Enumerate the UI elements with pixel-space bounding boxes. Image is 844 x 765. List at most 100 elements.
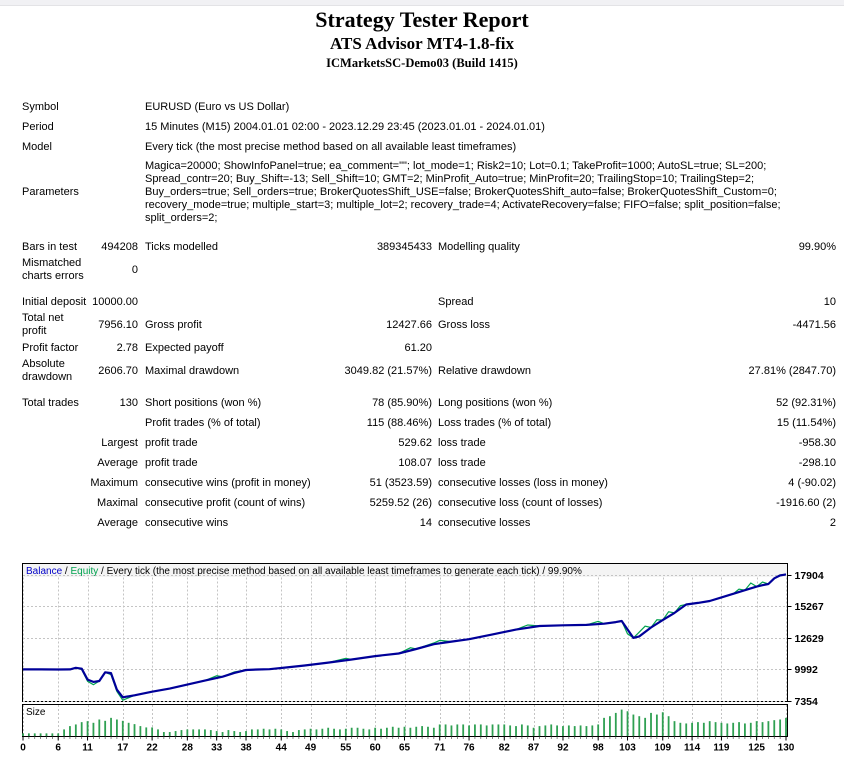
size-bar: [57, 733, 60, 736]
report-cell: Profit factor: [22, 341, 79, 354]
size-bar: [749, 722, 752, 736]
report-cell: EURUSD (Euro vs US Dollar): [145, 100, 290, 113]
size-bar: [556, 725, 558, 736]
size-bar: [198, 729, 200, 736]
size-bar: [444, 724, 447, 736]
size-bar: [714, 722, 717, 736]
report-row: Maximal consecutive profit (count of wins…: [22, 493, 836, 513]
size-bar: [192, 729, 195, 736]
size-bar: [685, 723, 688, 736]
report-cell: profit trade: [145, 436, 198, 449]
x-tick-label: 76: [463, 743, 475, 754]
balance-line: [23, 573, 787, 699]
size-bar: [415, 726, 418, 736]
report-cell: 115 (88.46%): [366, 416, 432, 429]
size-bar: [515, 726, 517, 736]
size-bar: [303, 729, 306, 736]
size-bar: [162, 732, 165, 736]
window-top-strip: [0, 0, 844, 6]
x-tick-label: 0: [20, 743, 26, 754]
size-bar: [697, 722, 699, 736]
report-cell: 529.62: [398, 436, 432, 449]
size-bar: [474, 724, 476, 736]
size-bar: [491, 724, 494, 736]
report-cell: loss trade: [438, 436, 486, 449]
chart-legend-bg: [23, 564, 787, 577]
report-cell: profit trade: [145, 456, 198, 469]
size-bar: [321, 728, 324, 736]
size-bar: [186, 729, 189, 736]
report-cell: Spread: [438, 295, 474, 308]
report-cell: Long positions (won %): [438, 396, 553, 409]
y-tick-label: 15267: [795, 601, 824, 613]
report-cell: consecutive wins (profit in money): [145, 476, 311, 489]
report-cell: 78 (85.90%): [372, 396, 432, 409]
report-cell: 3049.82 (21.57%): [344, 364, 432, 377]
report-row: Parameters Magica=20000; ShowInfoPanel=tr…: [22, 157, 836, 228]
report-cell: 14: [419, 516, 432, 529]
size-bar: [597, 724, 600, 736]
size-bar: [350, 727, 353, 736]
report-cell: 2.78: [116, 341, 138, 354]
report-row: Largest profit trade 529.62 loss trade -958.…: [22, 433, 836, 453]
report-row: Symbol EURUSD (Euro vs US Dollar): [22, 97, 836, 117]
size-bar: [362, 728, 365, 736]
x-tick-label: 130: [778, 743, 795, 754]
size-bar: [292, 732, 294, 736]
size-bar: [468, 725, 470, 736]
report-cell: 5259.52 (26): [369, 496, 432, 509]
report-cell: Maximum: [90, 476, 138, 489]
size-bar: [227, 730, 230, 736]
size-bar: [33, 733, 36, 736]
report-cell: consecutive profit (count of wins): [145, 496, 306, 509]
report-row: Profit factor 2.78 Expected payoff 61.20: [22, 338, 836, 358]
size-bar: [438, 724, 441, 736]
size-bar: [427, 726, 429, 736]
size-bar: [344, 728, 347, 736]
size-panel-label: Size: [26, 707, 46, 718]
size-bar: [573, 726, 576, 736]
report-cell: Gross loss: [438, 318, 490, 331]
report-cell: 99.90%: [798, 240, 836, 253]
x-tick-label: 92: [557, 743, 569, 754]
size-bar: [157, 729, 159, 736]
size-bar: [732, 722, 735, 736]
x-tick-label: 22: [147, 743, 159, 754]
size-bar: [256, 729, 259, 736]
report-cell: loss trade: [438, 456, 486, 469]
size-bar: [755, 721, 758, 736]
size-bar: [116, 719, 118, 736]
report-cell: Ticks modelled: [145, 240, 218, 253]
size-bar: [168, 732, 171, 736]
report-cell: 130: [119, 396, 138, 409]
size-bar: [667, 716, 670, 736]
report-row: Bars in test 494208 Ticks modelled 38934543…: [22, 237, 836, 257]
report-cell: 7956.10: [98, 318, 138, 331]
size-bar: [251, 729, 253, 736]
report-cell: 0: [131, 263, 138, 276]
size-bar: [221, 732, 224, 736]
size-bar: [80, 722, 83, 736]
report-cell: consecutive loss (count of losses): [438, 496, 603, 509]
size-bar: [127, 722, 130, 736]
size-bar: [145, 727, 148, 736]
report-cell: Largest: [101, 436, 138, 449]
report-cell: Average: [97, 516, 138, 529]
size-bar: [209, 730, 212, 736]
report-cell: Short positions (won %): [145, 396, 262, 409]
size-bar: [180, 730, 183, 736]
x-tick-label: 60: [370, 743, 382, 754]
size-bar: [626, 711, 629, 736]
size-bar: [614, 712, 617, 736]
report-cell: 52 (92.31%): [776, 396, 836, 409]
report-row: Total net profit 7956.10 Gross profit 12427…: [22, 312, 836, 338]
size-bar: [104, 720, 107, 736]
report-cell: consecutive wins: [145, 516, 229, 529]
size-bar: [421, 726, 424, 736]
report-cell: Total trades: [22, 396, 79, 409]
size-bar: [620, 709, 623, 736]
report-cell: 10000.00: [92, 295, 138, 308]
report-row: Total trades 130 Short positions (won %) 78…: [22, 393, 836, 413]
size-bar: [562, 726, 564, 736]
report-cell: 2: [829, 516, 836, 529]
